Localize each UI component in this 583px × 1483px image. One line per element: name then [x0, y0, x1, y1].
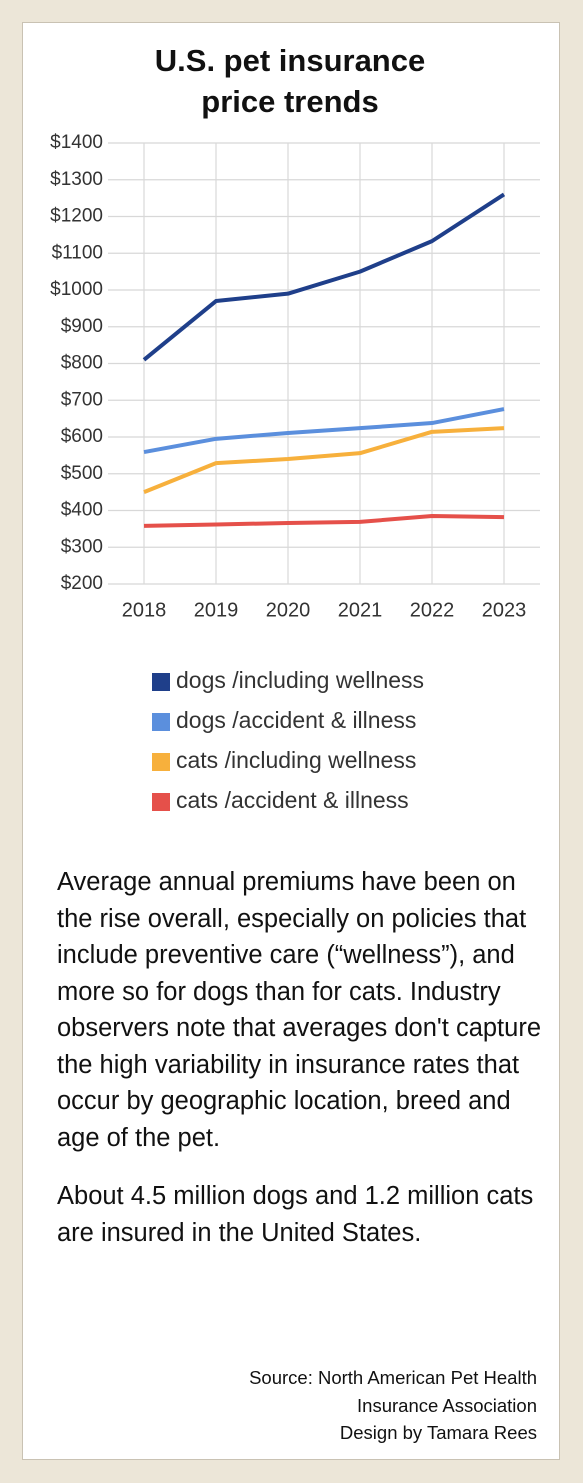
y-tick-label: $1400 — [50, 132, 103, 153]
y-tick-label: $400 — [61, 500, 103, 521]
x-tick-label: 2021 — [338, 599, 383, 621]
paragraph: About 4.5 million dogs and 1.2 million c… — [57, 1182, 534, 1247]
source-line: Source: North American Pet Health — [249, 1367, 537, 1388]
source: Source: North American Pet Health Insura… — [249, 1364, 537, 1447]
series-line — [143, 407, 505, 455]
y-tick-label: $1200 — [50, 206, 103, 227]
y-tick-label: $1100 — [52, 242, 103, 263]
legend-label: cats /including wellness — [176, 747, 416, 773]
x-tick-label: 2018 — [122, 599, 167, 621]
y-tick-label: $500 — [61, 463, 103, 484]
series-line — [142, 192, 506, 362]
legend-swatch — [152, 713, 170, 731]
series-line — [143, 514, 505, 528]
paragraph: Average annual premiums have been on the… — [57, 868, 542, 1152]
x-tick-label: 2019 — [194, 599, 239, 621]
x-tick-label: 2023 — [482, 599, 527, 621]
y-tick-label: $300 — [61, 536, 103, 557]
legend-label: dogs /accident & illness — [176, 707, 416, 733]
panel — [22, 22, 560, 1460]
body-text: Average annual premiums have been on the… — [57, 864, 547, 1273]
chart-title: U.S. pet insurance price trends — [154, 43, 426, 119]
y-tick-label: $800 — [61, 353, 103, 374]
y-tick-label: $900 — [61, 316, 103, 337]
series-line — [143, 426, 505, 494]
x-tick-label: 2020 — [266, 599, 311, 621]
source-line: Insurance Association — [357, 1394, 537, 1416]
legend-swatch — [152, 673, 170, 691]
y-tick-label: $700 — [61, 389, 103, 410]
legend-label: cats /accident & illness — [176, 787, 409, 813]
legend-swatch — [152, 753, 170, 771]
y-tick-label: $1300 — [50, 169, 103, 190]
chart: $200 $300 $400 $500 $600 $700 $800 $900 $1000 $11… — [50, 132, 540, 813]
y-tick-label: $200 — [61, 573, 103, 594]
x-tick-label: 2022 — [410, 599, 455, 621]
y-tick-label: $600 — [61, 426, 103, 447]
legend-swatch — [152, 793, 170, 811]
legend-label: dogs /including wellness — [176, 667, 424, 693]
y-tick-label: $1000 — [50, 279, 103, 300]
source-line: Design by Tamara Rees — [339, 1422, 537, 1443]
